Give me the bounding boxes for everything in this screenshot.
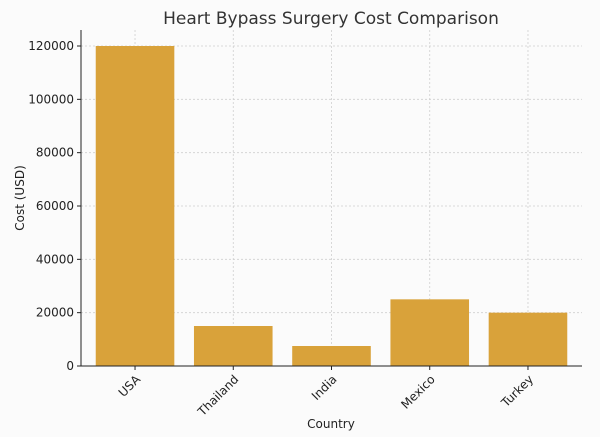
y-tick-label: 40000 xyxy=(36,252,74,266)
x-tick-label: USA xyxy=(116,372,144,400)
x-tick-label: India xyxy=(309,372,340,403)
x-axis-label: Country xyxy=(307,417,355,431)
bar-usa xyxy=(95,46,175,366)
y-tick-label: 60000 xyxy=(36,199,74,213)
y-tick-label: 20000 xyxy=(36,306,74,320)
y-tick-label: 0 xyxy=(66,359,74,373)
bar-mexico xyxy=(390,299,470,366)
y-axis-label: Cost (USD) xyxy=(13,165,27,231)
bars xyxy=(95,46,568,366)
bar-turkey xyxy=(488,312,568,366)
x-tick-label: Mexico xyxy=(398,372,438,412)
chart-title: Heart Bypass Surgery Cost Comparison xyxy=(163,9,499,29)
bar-india xyxy=(292,346,371,366)
y-tick-label: 100000 xyxy=(28,92,74,106)
x-tick-label: Thailand xyxy=(194,372,241,419)
y-tick-label: 80000 xyxy=(36,146,74,160)
bar-thailand xyxy=(193,326,273,366)
x-tick-label: Turkey xyxy=(498,372,536,410)
y-tick-label: 120000 xyxy=(28,39,74,53)
